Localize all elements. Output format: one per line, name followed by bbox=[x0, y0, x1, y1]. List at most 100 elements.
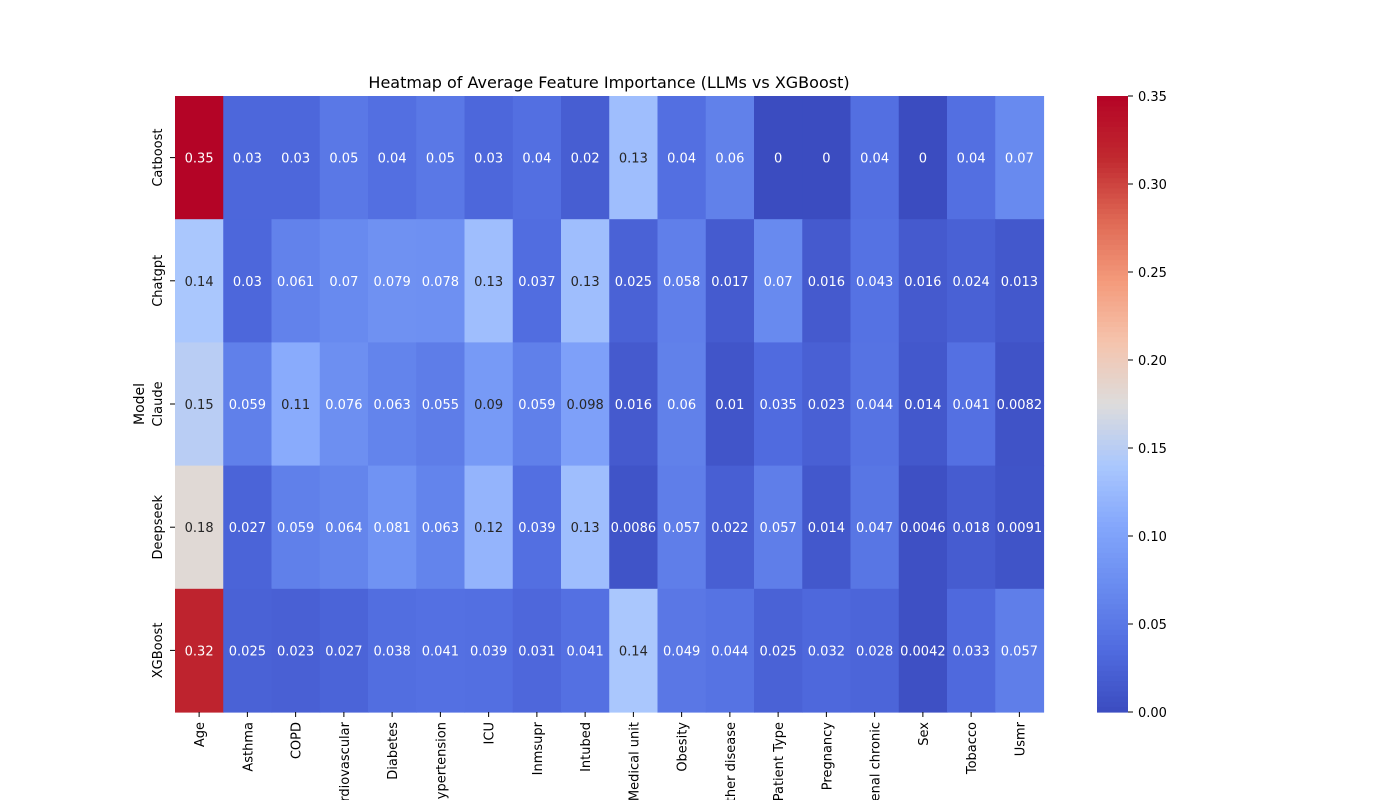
heatmap-cell bbox=[271, 96, 321, 220]
heatmap-cell bbox=[416, 96, 466, 220]
colorbar-segment bbox=[1097, 701, 1128, 708]
colorbar-segment bbox=[1097, 660, 1128, 667]
colorbar-segment bbox=[1097, 670, 1128, 677]
colorbar-segment bbox=[1097, 409, 1128, 415]
cell-value-label: 0.11 bbox=[281, 398, 310, 413]
cell-value-label: 0.047 bbox=[856, 521, 893, 536]
cell-value-label: 0.03 bbox=[233, 152, 262, 167]
colorbar-segment bbox=[1097, 131, 1128, 138]
heatmap-cell bbox=[947, 96, 996, 220]
colorbar-tick-label: 0.20 bbox=[1138, 354, 1167, 369]
colorbar-segment bbox=[1097, 142, 1128, 148]
heatmap-cell bbox=[657, 465, 707, 590]
colorbar-segment bbox=[1097, 291, 1128, 297]
colorbar-segment bbox=[1097, 532, 1128, 539]
column-label: Usmr bbox=[1013, 721, 1028, 756]
heatmap-cell bbox=[175, 465, 224, 590]
colorbar-segment bbox=[1097, 265, 1128, 272]
cell-value-label: 0.025 bbox=[615, 275, 652, 290]
cell-value-label: 0.041 bbox=[567, 644, 604, 659]
cell-value-label: 0.025 bbox=[760, 644, 797, 659]
heatmap-cell bbox=[319, 588, 369, 713]
heatmap-cell bbox=[512, 96, 562, 220]
cell-value-label: 0.038 bbox=[374, 644, 411, 659]
heatmap-cell bbox=[947, 465, 996, 590]
colorbar-segment bbox=[1097, 455, 1128, 462]
column-label: ICU bbox=[483, 722, 498, 744]
colorbar-segment bbox=[1097, 414, 1128, 420]
heatmap-cell bbox=[802, 588, 852, 713]
heatmap-cell bbox=[561, 465, 610, 590]
heatmap-cell bbox=[561, 588, 610, 713]
colorbar-segment bbox=[1097, 306, 1128, 313]
colorbar-segment bbox=[1097, 676, 1128, 682]
cell-value-label: 0.01 bbox=[715, 398, 744, 413]
heatmap-cell bbox=[175, 96, 224, 220]
colorbar-segment bbox=[1097, 383, 1128, 390]
colorbar-segment bbox=[1097, 388, 1128, 395]
colorbar-segment bbox=[1097, 537, 1128, 544]
cell-value-label: 0.041 bbox=[953, 398, 990, 413]
colorbar-segment bbox=[1097, 511, 1128, 518]
column-label: Diabetes bbox=[386, 722, 401, 780]
heatmap-cell bbox=[223, 465, 273, 590]
heatmap-cell bbox=[898, 465, 948, 590]
cell-value-label: 0.076 bbox=[325, 398, 362, 413]
column-label: Inmsupr bbox=[531, 721, 546, 775]
colorbar-segment bbox=[1097, 121, 1128, 128]
cell-value-label: 0 bbox=[919, 152, 927, 167]
column-label: Tobacco bbox=[965, 722, 980, 775]
row-label: Claude bbox=[151, 381, 166, 426]
cell-value-label: 0.032 bbox=[808, 644, 845, 659]
heatmap-cell bbox=[995, 465, 1045, 590]
cell-value-label: 0.07 bbox=[1005, 152, 1034, 167]
colorbar-segment bbox=[1097, 337, 1128, 343]
cell-value-label: 0.0091 bbox=[997, 521, 1043, 536]
colorbar-segment bbox=[1097, 404, 1128, 410]
colorbar-segment bbox=[1097, 378, 1128, 385]
heatmap-cell bbox=[368, 96, 417, 220]
cell-value-label: 0.03 bbox=[474, 152, 503, 167]
cell-value-label: 0.057 bbox=[663, 521, 700, 536]
colorbar-segment bbox=[1097, 568, 1128, 574]
cell-value-label: 0.0086 bbox=[611, 521, 657, 536]
column-label: Obesity bbox=[676, 722, 691, 772]
heatmap-cell bbox=[223, 219, 273, 343]
colorbar-tick-label: 0.30 bbox=[1138, 178, 1167, 193]
heatmap-cell bbox=[561, 342, 610, 467]
cell-value-label: 0.0042 bbox=[900, 644, 946, 659]
row-label: Deepseek bbox=[151, 494, 166, 559]
cell-value-label: 0.079 bbox=[374, 275, 411, 290]
colorbar-segment bbox=[1097, 234, 1128, 241]
cell-value-label: 0.049 bbox=[663, 644, 700, 659]
heatmap-cell bbox=[271, 219, 321, 343]
cell-value-label: 0.044 bbox=[856, 398, 893, 413]
heatmap-cell bbox=[464, 219, 514, 343]
colorbar-segment bbox=[1097, 183, 1128, 189]
colorbar-segment bbox=[1097, 229, 1128, 236]
cell-value-label: 0.018 bbox=[953, 521, 990, 536]
cell-value-label: 0.057 bbox=[760, 521, 797, 536]
heatmap-cell bbox=[995, 342, 1045, 467]
colorbar-segment bbox=[1097, 208, 1128, 215]
colorbar-segment bbox=[1097, 352, 1128, 359]
colorbar-segment bbox=[1097, 691, 1128, 698]
colorbar-segment bbox=[1097, 506, 1128, 513]
cell-value-label: 0.013 bbox=[1001, 275, 1038, 290]
cell-value-label: 0 bbox=[822, 152, 830, 167]
column-label: Age bbox=[193, 722, 208, 747]
colorbar-segment bbox=[1097, 280, 1128, 287]
colorbar-segment bbox=[1097, 681, 1128, 687]
colorbar-segment bbox=[1097, 116, 1128, 123]
cell-value-label: 0.016 bbox=[615, 398, 652, 413]
colorbar-segment bbox=[1097, 244, 1128, 251]
heatmap-cell bbox=[175, 342, 224, 467]
y-axis-label: Model bbox=[132, 383, 148, 425]
colorbar-segment bbox=[1097, 198, 1128, 205]
heatmap-cell bbox=[850, 465, 900, 590]
heatmap-cell bbox=[271, 588, 321, 713]
colorbar-tick-label: 0.10 bbox=[1138, 530, 1167, 545]
cell-value-label: 0.04 bbox=[667, 152, 696, 167]
colorbar-segment bbox=[1097, 424, 1128, 431]
